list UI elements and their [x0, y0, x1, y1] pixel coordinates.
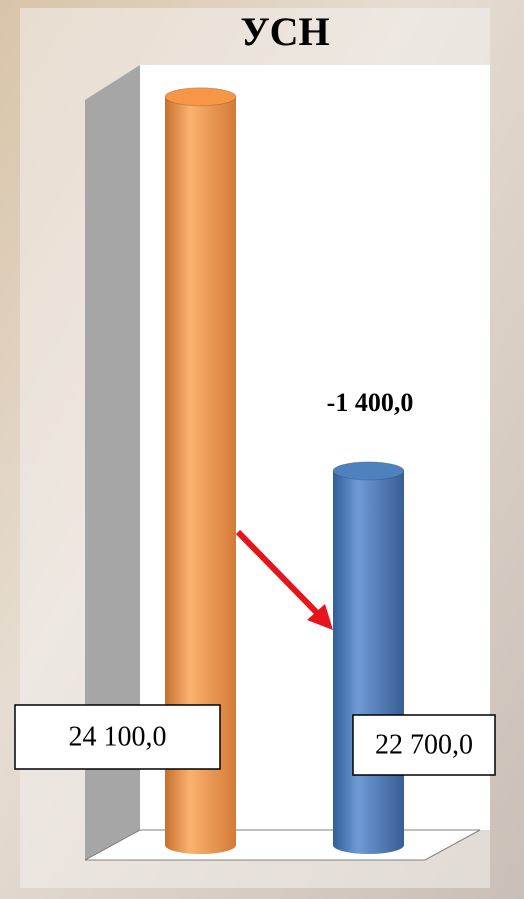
data-label-box: [352, 714, 496, 776]
data-label: 24 100,0: [69, 721, 167, 752]
annotation: -1 400,0: [327, 388, 414, 417]
data-label: 22 700,0: [375, 729, 473, 760]
data-label-box: [14, 704, 221, 770]
bar: [165, 96, 236, 855]
arrow: [235, 529, 325, 621]
side-wall: [85, 65, 140, 860]
chart-title: УСН: [240, 9, 329, 54]
floor: [84, 829, 481, 861]
bar-top: [164, 87, 237, 107]
bar-top: [332, 461, 405, 481]
arrow-head: [307, 604, 333, 630]
bar: [333, 470, 404, 855]
